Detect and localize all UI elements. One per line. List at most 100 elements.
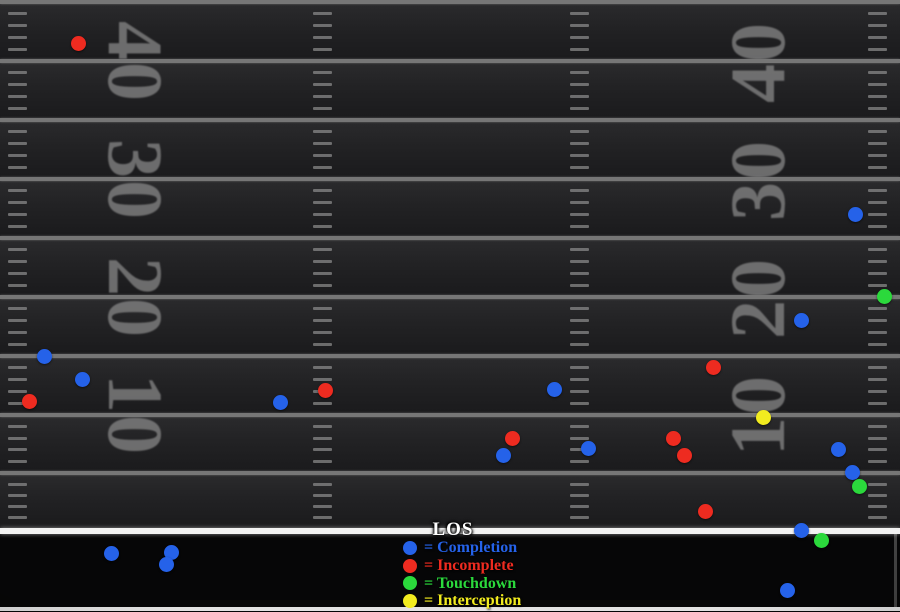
hash-mark — [313, 142, 332, 146]
pass-dot-touchdown — [851, 478, 867, 494]
hash-mark — [868, 425, 887, 429]
hash-mark — [8, 224, 27, 228]
hash-mark — [570, 224, 589, 228]
hash-mark — [313, 307, 332, 311]
hash-mark — [868, 330, 887, 334]
hash-mark — [570, 271, 589, 275]
hash-mark — [313, 378, 332, 382]
hash-mark — [313, 153, 332, 157]
hash-mark — [313, 165, 332, 169]
yard-line — [0, 354, 900, 358]
hash-mark — [570, 378, 589, 382]
yard-line — [0, 295, 900, 299]
hash-mark — [868, 189, 887, 193]
hash-mark — [8, 271, 27, 275]
hash-mark — [570, 165, 589, 169]
hash-mark — [868, 24, 887, 28]
pass-dot-incomplete — [676, 447, 692, 463]
hash-mark — [868, 35, 887, 39]
right-edge-line — [894, 534, 897, 607]
hash-mark — [8, 389, 27, 393]
hash-mark — [313, 12, 332, 16]
pass-dot-completion — [158, 556, 174, 572]
hash-mark — [868, 165, 887, 169]
hash-mark — [313, 366, 332, 370]
hash-mark — [868, 201, 887, 205]
hash-mark — [313, 504, 332, 508]
hash-mark — [570, 24, 589, 28]
hash-mark — [868, 448, 887, 452]
hash-mark — [8, 459, 27, 463]
legend: = Completion = Incomplete = Touchdown = Int… — [403, 539, 521, 610]
pass-dot-incomplete — [317, 382, 333, 398]
hash-mark — [570, 35, 589, 39]
hash-mark — [868, 389, 887, 393]
hash-mark — [868, 493, 887, 497]
hash-mark — [570, 201, 589, 205]
legend-dot-interception — [403, 594, 417, 609]
hash-mark — [868, 71, 887, 75]
hash-mark — [570, 436, 589, 440]
hash-mark — [313, 35, 332, 39]
hash-mark — [868, 504, 887, 508]
hash-mark — [313, 212, 332, 216]
hash-mark — [8, 493, 27, 497]
yard-line — [0, 59, 900, 63]
hash-mark — [8, 201, 27, 205]
hash-mark — [570, 342, 589, 346]
hash-mark — [570, 425, 589, 429]
hash-mark — [570, 83, 589, 87]
pass-dot-interception — [755, 409, 771, 425]
hash-mark — [570, 47, 589, 51]
pass-dot-incomplete — [504, 430, 520, 446]
yard-line — [0, 118, 900, 122]
pass-dot-incomplete — [70, 35, 86, 51]
legend-item-incomplete: = Incomplete — [403, 557, 521, 575]
hash-mark — [570, 130, 589, 134]
hash-mark — [8, 436, 27, 440]
hash-mark — [8, 342, 27, 346]
hash-mark — [8, 94, 27, 98]
hash-mark — [313, 47, 332, 51]
legend-dot-incomplete — [403, 558, 417, 573]
hash-mark — [313, 106, 332, 110]
pass-dot-incomplete — [705, 359, 721, 375]
hash-mark — [570, 307, 589, 311]
hash-mark — [868, 307, 887, 311]
hash-mark — [570, 504, 589, 508]
hash-mark — [313, 459, 332, 463]
hash-mark — [8, 307, 27, 311]
pass-dot-completion — [546, 381, 562, 397]
hash-mark — [8, 504, 27, 508]
hash-mark — [868, 106, 887, 110]
pass-dot-completion — [36, 348, 52, 364]
pass-dot-completion — [495, 447, 511, 463]
hash-mark — [570, 248, 589, 252]
hash-mark — [313, 248, 332, 252]
legend-label: = Touchdown — [424, 574, 517, 592]
hash-mark — [570, 319, 589, 323]
hash-mark — [8, 330, 27, 334]
hash-mark — [8, 35, 27, 39]
hash-mark — [868, 248, 887, 252]
hash-mark — [313, 189, 332, 193]
hash-mark — [868, 283, 887, 287]
hash-mark — [313, 482, 332, 486]
hash-mark — [8, 378, 27, 382]
hash-mark — [8, 153, 27, 157]
hash-mark — [868, 366, 887, 370]
hash-mark — [8, 283, 27, 287]
hash-mark — [570, 482, 589, 486]
hash-mark — [570, 12, 589, 16]
hash-mark — [868, 224, 887, 228]
hash-mark — [8, 71, 27, 75]
hash-mark — [313, 342, 332, 346]
hash-mark — [868, 482, 887, 486]
hash-mark — [868, 271, 887, 275]
hash-mark — [8, 260, 27, 264]
hash-mark — [8, 448, 27, 452]
hash-mark — [8, 106, 27, 110]
hash-mark — [868, 130, 887, 134]
hash-mark — [570, 389, 589, 393]
hash-mark — [313, 71, 332, 75]
